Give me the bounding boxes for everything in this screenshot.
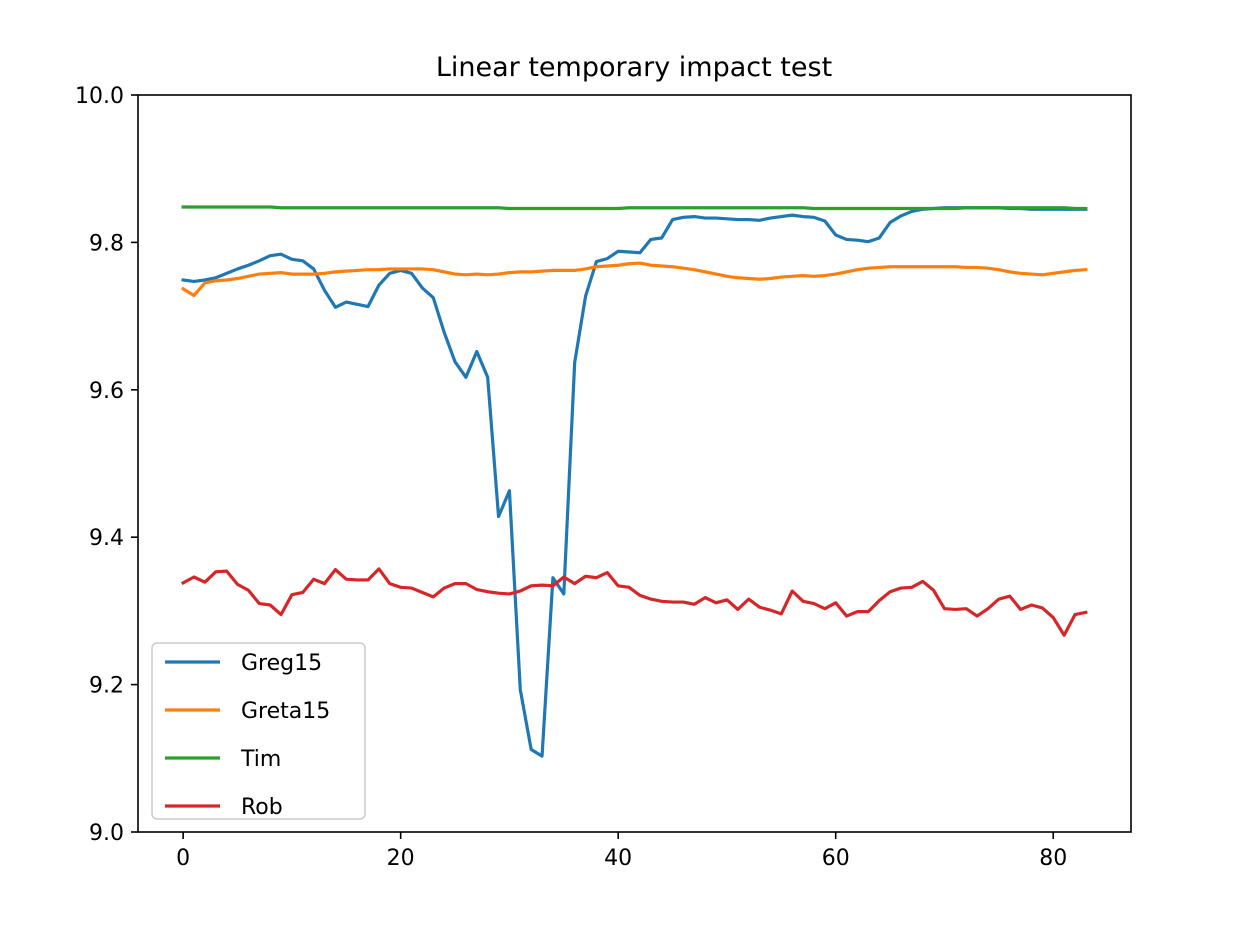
chart-title: Linear temporary impact test [436,52,832,83]
x-tick-label: 20 [387,846,415,871]
legend-label-rob: Rob [241,795,283,820]
y-tick-label: 10.0 [75,84,124,109]
x-tick-label: 60 [822,846,850,871]
series-group [180,205,1088,758]
y-tick-label: 9.2 [89,674,124,699]
series-line-tim [181,205,1088,211]
plot-area: 0 20 40 60 80 9.0 9.2 9.4 9.6 9.8 10.0 [75,84,1132,871]
y-tick-label: 9.4 [89,526,124,551]
legend-box [151,642,366,820]
legend-label-greg15: Greg15 [241,651,322,676]
y-axis: 9.0 9.2 9.4 9.6 9.8 10.0 [75,84,138,846]
legend: Greg15 Greta15 Tim Rob [151,642,366,820]
y-tick-label: 9.6 [89,379,124,404]
x-tick-label: 40 [604,846,632,871]
x-tick-label: 80 [1039,846,1067,871]
y-tick-label: 9.0 [89,821,124,846]
x-axis: 0 20 40 60 80 [176,832,1067,871]
series-line-rob [180,567,1088,637]
series-line-greta15 [180,261,1088,298]
legend-label-greta15: Greta15 [241,699,330,724]
y-tick-label: 9.8 [89,231,124,256]
x-tick-label: 0 [176,846,190,871]
axes-frame [137,94,1132,833]
legend-label-tim: Tim [240,747,281,772]
